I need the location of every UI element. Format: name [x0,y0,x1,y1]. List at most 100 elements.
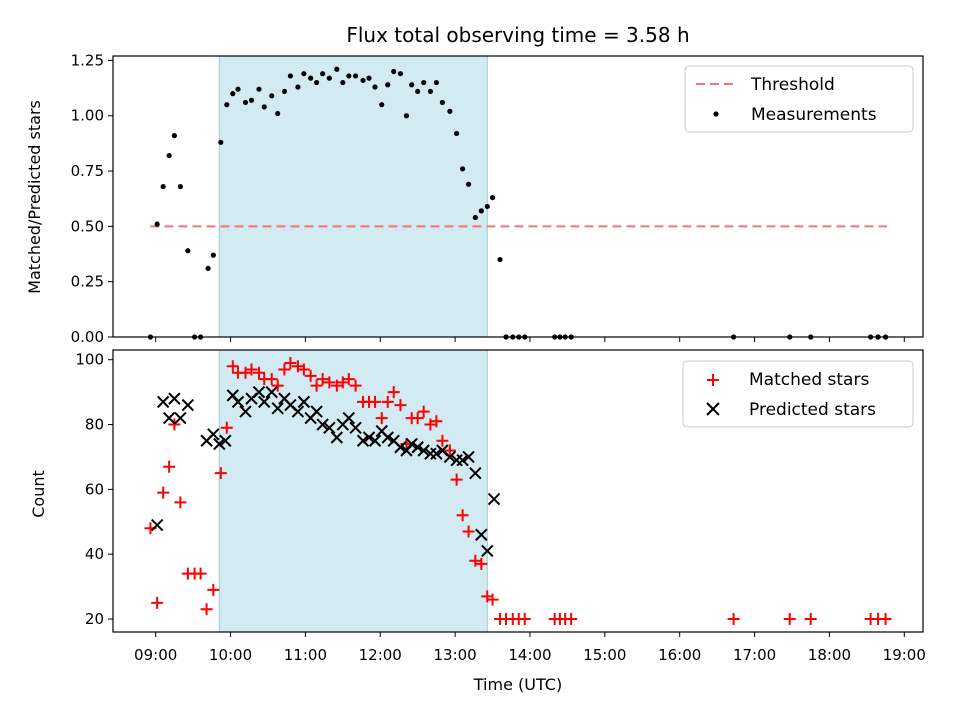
matched-star-point [200,603,213,616]
predicted-star-point [356,434,370,447]
predicted-star-point [213,437,226,451]
predicted-star-point [469,466,482,480]
predicted-star-point [258,395,271,409]
matched-star-point [265,373,278,386]
measurement-point [224,102,230,108]
predicted-star-point [207,428,220,441]
predicted-star-point [417,444,430,457]
bottom-y-axis-label: Count [29,470,48,518]
predicted-star-point [349,421,362,435]
predicted-star-point [394,441,407,454]
matched-star-point [475,557,488,570]
predicted-star-point [316,418,329,431]
x-tick-label: 15:00 [583,646,626,664]
measurement-point [248,97,255,103]
matched-star-point [207,583,220,596]
top-y-tick-label: 0.75 [71,162,104,180]
measurement-point [235,86,241,92]
measurement-point [334,66,340,72]
measurement-point [230,91,236,97]
measurement-point [454,130,460,137]
measurement-point [391,68,397,75]
predicted-star-point [162,411,176,425]
measurement-point [439,99,445,106]
predicted-star-point [310,405,323,418]
matched-star-point [168,418,181,431]
matched-star-point [456,509,469,522]
measurement-point [460,166,466,172]
measurement-point [256,86,262,92]
measurement-point [261,104,267,110]
matched-star-point [565,613,578,626]
x-tick-label: 12:00 [359,646,402,664]
matched-star-point [387,386,400,399]
top-y-tick-label: 0.25 [71,273,104,291]
bottom-legend-box [682,360,914,428]
matched-star-point [304,369,317,382]
top-axes-frame [112,55,924,338]
x-tick-label: 10:00 [209,646,252,664]
matched-star-point [174,496,187,509]
measurement-point [403,113,410,119]
measurement-point [472,214,478,221]
measurement-point [166,152,172,159]
matched-star-point [214,467,227,480]
measurement-point [171,133,177,139]
x-tick-label: 09:00 [134,646,177,664]
measurement-point [427,88,434,95]
matched-star-point [462,525,475,538]
predicted-star-point [443,450,457,464]
measurement-point [154,221,160,227]
x-tick-label: 14:00 [508,646,551,664]
matched-star-point [310,379,323,392]
predicted-star-point [323,421,336,435]
top-y-ticks: 0.00 0.25 0.50 0.75 1.00 1.25 [71,51,113,346]
measurement-point [372,84,378,90]
legend-measurements-label: Measurements [751,105,877,125]
measurement-point [177,183,183,190]
predicted-star-point [174,411,187,425]
x-axis-label: Time (UTC) [473,675,562,694]
measurement-point [218,139,224,145]
measurement-point [185,248,191,254]
predicted-star-point [330,431,344,444]
measurement-point [281,88,288,95]
predicted-star-point [456,453,469,467]
measurement-point [489,195,496,201]
legend-predicted-label: Predicted stars [749,400,876,420]
predicted-star-point [381,431,394,444]
measurement-point [275,110,281,117]
measurement-point [478,208,484,214]
x-tick-label: 18:00 [808,646,851,664]
matched-star-point [450,473,463,486]
matched-star-point [394,399,407,412]
predicted-star-point [271,402,284,415]
x-tick-label: 13:00 [433,646,476,664]
bottom-y-ticks: 20 40 60 80 100 [75,351,113,628]
predicted-star-point [297,395,311,409]
predicted-star-point [462,450,475,464]
bottom-y-tick-label: 100 [75,351,104,369]
predicted-star-point [265,385,278,399]
predicted-star-point [411,441,424,454]
top-legend-box [684,65,914,133]
predicted-star-point [252,385,266,399]
bottom-y-tick-label: 80 [85,416,104,434]
matched-star-point [443,444,456,457]
predicted-star-point [368,434,382,447]
matched-star-point [157,486,170,499]
legend-measurements-swatch [713,111,719,117]
matched-star-point [727,613,740,626]
predicted-star-point [291,405,305,418]
measurement-point [160,183,166,190]
legend-matched-label: Matched stars [749,370,869,390]
top-shaded-span [218,55,488,338]
matched-star-point [430,415,443,428]
bottom-panel: 20 40 60 80 100 09:00 10:00 11:00 12:00 13:00 14:… [29,349,926,694]
bottom-legend: Matched stars Predicted stars [682,360,914,428]
x-tick-label: 11:00 [284,646,327,664]
measurement-point [352,73,359,79]
predicted-star-point [362,431,376,444]
matched-star-point [278,363,291,376]
